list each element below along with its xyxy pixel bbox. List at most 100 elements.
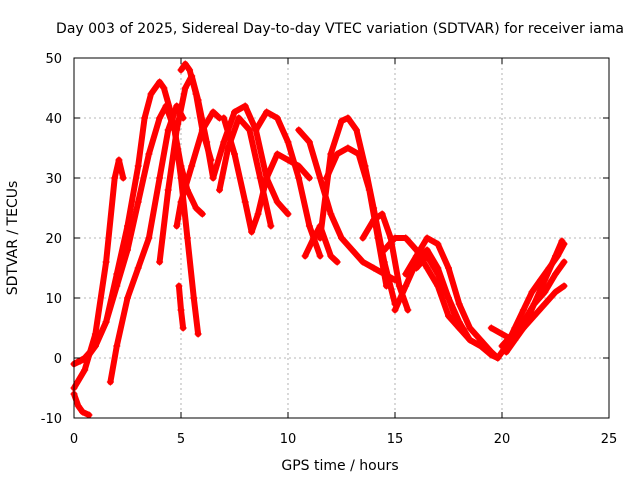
data-point	[124, 294, 131, 302]
data-point	[106, 378, 114, 386]
data-point	[115, 156, 123, 164]
data-point	[134, 198, 142, 206]
data-point	[177, 198, 185, 206]
data-point	[537, 276, 545, 284]
data-point	[145, 150, 153, 158]
data-point	[423, 234, 431, 242]
data-point	[198, 210, 206, 218]
data-point	[164, 126, 172, 134]
data-point	[560, 282, 568, 290]
data-point	[207, 156, 215, 164]
data-point	[494, 354, 502, 362]
data-point	[241, 102, 249, 110]
series-line	[173, 109, 223, 229]
data-point	[519, 306, 527, 314]
data-point	[359, 234, 367, 242]
data-point	[85, 411, 93, 419]
data-point	[445, 264, 452, 272]
data-point	[323, 174, 331, 182]
data-point	[273, 198, 281, 206]
data-point	[147, 90, 155, 98]
data-point	[541, 288, 549, 296]
data-point	[352, 126, 360, 134]
data-point	[186, 66, 194, 74]
data-point	[402, 270, 410, 278]
data-point	[434, 270, 442, 278]
data-point	[477, 342, 485, 350]
data-point	[273, 150, 281, 158]
data-point	[305, 174, 313, 182]
data-point	[177, 66, 185, 74]
data-point	[382, 282, 390, 290]
data-point	[156, 114, 164, 122]
data-point	[560, 240, 568, 248]
series-track-8	[173, 108, 224, 230]
data-point	[235, 114, 243, 122]
data-point	[498, 342, 506, 350]
chart-title: Day 003 of 2025, Sidereal Day-to-day VTE…	[56, 21, 624, 37]
data-point	[477, 336, 485, 344]
data-point	[412, 264, 420, 272]
data-point	[111, 174, 119, 182]
data-point	[434, 240, 442, 248]
y-tick-label: 20	[45, 232, 62, 247]
data-point	[231, 150, 238, 158]
data-point	[252, 126, 260, 134]
data-point	[119, 174, 127, 182]
data-point	[316, 252, 324, 260]
data-point	[502, 348, 510, 356]
data-point	[192, 90, 200, 98]
data-point	[552, 288, 559, 296]
data-point	[231, 108, 238, 116]
data-point	[245, 126, 253, 134]
data-point	[466, 336, 474, 344]
x-tick-label: 20	[494, 432, 511, 447]
data-point	[284, 210, 292, 218]
data-point	[541, 300, 549, 308]
y-axis-label: SDTVAR / TECUs	[5, 181, 21, 296]
data-point	[412, 252, 420, 260]
data-point	[181, 60, 189, 68]
data-point	[284, 138, 292, 146]
data-point	[466, 324, 474, 332]
data-point	[423, 252, 431, 260]
data-point	[194, 330, 202, 338]
data-point	[256, 174, 264, 182]
x-tick-label: 0	[70, 432, 78, 447]
x-tick-labels: 0 5 10 15 20 25	[70, 432, 617, 447]
x-tick-label: 25	[601, 432, 618, 447]
data-point	[310, 234, 318, 242]
data-point	[175, 282, 183, 290]
y-tick-label: 0	[54, 352, 62, 367]
data-point	[404, 306, 412, 314]
data-point	[156, 78, 164, 86]
data-point	[552, 270, 559, 278]
data-point	[173, 126, 181, 134]
data-point	[402, 282, 410, 290]
data-point	[374, 234, 382, 242]
axis-ticks	[73, 57, 610, 419]
data-point	[220, 138, 228, 146]
data-point	[455, 324, 463, 332]
data-point	[190, 294, 198, 302]
data-point	[445, 312, 452, 320]
series-track-9	[175, 282, 187, 332]
data-point	[455, 300, 463, 308]
data-point	[113, 270, 121, 278]
data-point	[141, 114, 149, 122]
data-point	[134, 162, 142, 170]
y-tick-label: 30	[45, 172, 62, 187]
data-point	[344, 144, 352, 152]
data-point	[209, 174, 217, 182]
data-point	[333, 258, 341, 266]
data-point	[102, 258, 110, 266]
data-point	[391, 234, 399, 242]
x-tick-label: 5	[177, 432, 185, 447]
data-point	[445, 294, 452, 302]
data-point	[423, 246, 431, 254]
data-point	[380, 246, 388, 254]
data-point	[528, 288, 536, 296]
data-point	[305, 138, 313, 146]
data-point	[554, 252, 562, 260]
data-point	[263, 174, 271, 182]
